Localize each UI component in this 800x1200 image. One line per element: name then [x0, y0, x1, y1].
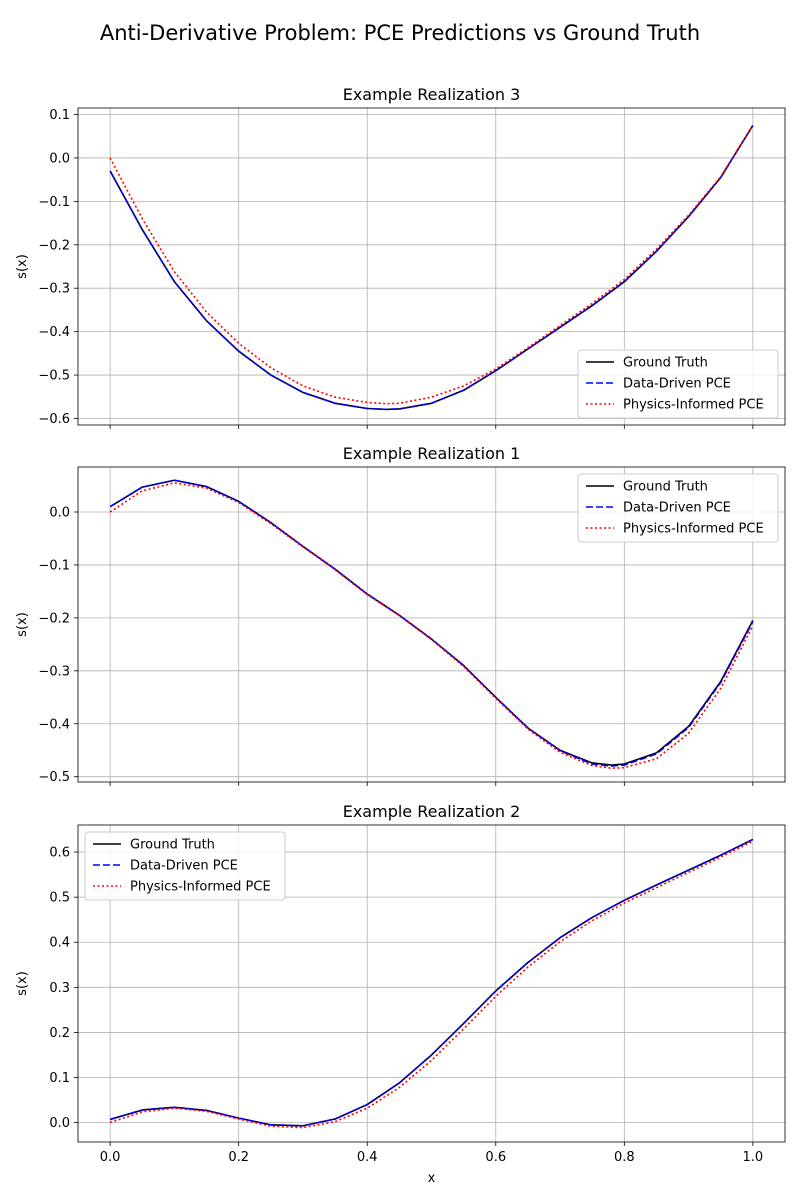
series-lines [109, 838, 754, 1129]
series-line-data-driven-pce [109, 838, 754, 1127]
figure-title: Anti-Derivative Problem: PCE Predictions… [100, 21, 700, 45]
subplots: −0.6 −0.5 −0.4 −0.3 −0.2 −0.1 0.0 0.1 Example Re… [15, 85, 786, 1186]
subplot-3: 0.0 0.2 0.4 0.6 0.8 1.0 0.0 0.1 0.2 0.3 0.4 0.5 0.6 E… [15, 802, 786, 1186]
legend-box [84, 831, 286, 901]
y-tick-label: −0.5 [38, 770, 70, 785]
y-tick-label: 0.0 [49, 1116, 70, 1131]
y-tick-label: −0.3 [38, 664, 70, 679]
series-line-physics-informed-pce [109, 840, 754, 1129]
legend-label: Physics-Informed PCE [130, 880, 271, 895]
y-tick-label: −0.4 [38, 325, 70, 340]
legend-box [577, 349, 779, 419]
y-axis-label: s(x) [15, 254, 30, 279]
legend-label: Physics-Informed PCE [623, 522, 764, 537]
subplot-title: Example Realization 1 [343, 444, 521, 463]
legend: Ground Truth Data-Driven PCE Physics-Infor… [577, 349, 779, 419]
subplot-1: −0.6 −0.5 −0.4 −0.3 −0.2 −0.1 0.0 0.1 Example Re… [15, 85, 786, 429]
legend-label: Data-Driven PCE [623, 377, 731, 392]
axes-frame [77, 824, 786, 1143]
y-tick-label: −0.4 [38, 717, 70, 732]
x-tick-label: 1.0 [743, 1150, 764, 1165]
y-tick-label: −0.1 [38, 195, 70, 210]
legend-label: Physics-Informed PCE [623, 398, 764, 413]
x-tick-label: 0.8 [614, 1150, 635, 1165]
y-tick-label: 0.1 [49, 1071, 70, 1086]
subplot-title: Example Realization 2 [343, 802, 521, 821]
legend-label: Ground Truth [623, 356, 708, 371]
y-tick-label: −0.2 [38, 238, 70, 253]
axes-frame [77, 107, 786, 426]
y-tick-label: 0.1 [49, 108, 70, 123]
legend: Ground Truth Data-Driven PCE Physics-Infor… [84, 831, 286, 901]
series-line-physics-informed-pce [109, 124, 754, 405]
x-axis-label: x [428, 1171, 436, 1186]
y-tick-label: −0.5 [38, 369, 70, 384]
y-tick-label: 0.0 [49, 151, 70, 166]
y-tick-label: 0.6 [49, 846, 70, 861]
series-line-physics-informed-pce [109, 482, 754, 770]
y-axis-label: s(x) [15, 612, 30, 637]
legend-label: Data-Driven PCE [623, 501, 731, 516]
x-tick-label: 0.6 [485, 1150, 506, 1165]
series-lines [109, 124, 754, 411]
axes-frame [77, 466, 786, 783]
legend-label: Data-Driven PCE [130, 859, 238, 874]
y-tick-label: 0.4 [49, 936, 70, 951]
grid [78, 467, 785, 782]
legend-box [577, 473, 779, 543]
y-tick-label: −0.3 [38, 282, 70, 297]
series-line-data-driven-pce [109, 124, 754, 411]
y-tick-label: −0.2 [38, 611, 70, 626]
legend-label: Ground Truth [130, 838, 215, 853]
series-lines [109, 479, 754, 770]
y-tick-label: 0.0 [49, 506, 70, 521]
legend-label: Ground Truth [623, 480, 708, 495]
y-tick-label: −0.6 [38, 412, 70, 427]
subplot-title: Example Realization 3 [343, 85, 521, 104]
x-tick-label: 0.4 [357, 1150, 378, 1165]
y-tick-label: −0.1 [38, 558, 70, 573]
y-tick-label: 0.3 [49, 981, 70, 996]
y-tick-label: 0.2 [49, 1026, 70, 1041]
x-tick-label: 0.0 [100, 1150, 121, 1165]
y-axis-label: s(x) [15, 971, 30, 996]
y-tick-label: 0.5 [49, 891, 70, 906]
grid [78, 108, 785, 425]
subplot-2: −0.5 −0.4 −0.3 −0.2 −0.1 0.0 Example Realizati… [15, 444, 786, 786]
legend: Ground Truth Data-Driven PCE Physics-Infor… [577, 473, 779, 543]
x-tick-label: 0.2 [228, 1150, 249, 1165]
